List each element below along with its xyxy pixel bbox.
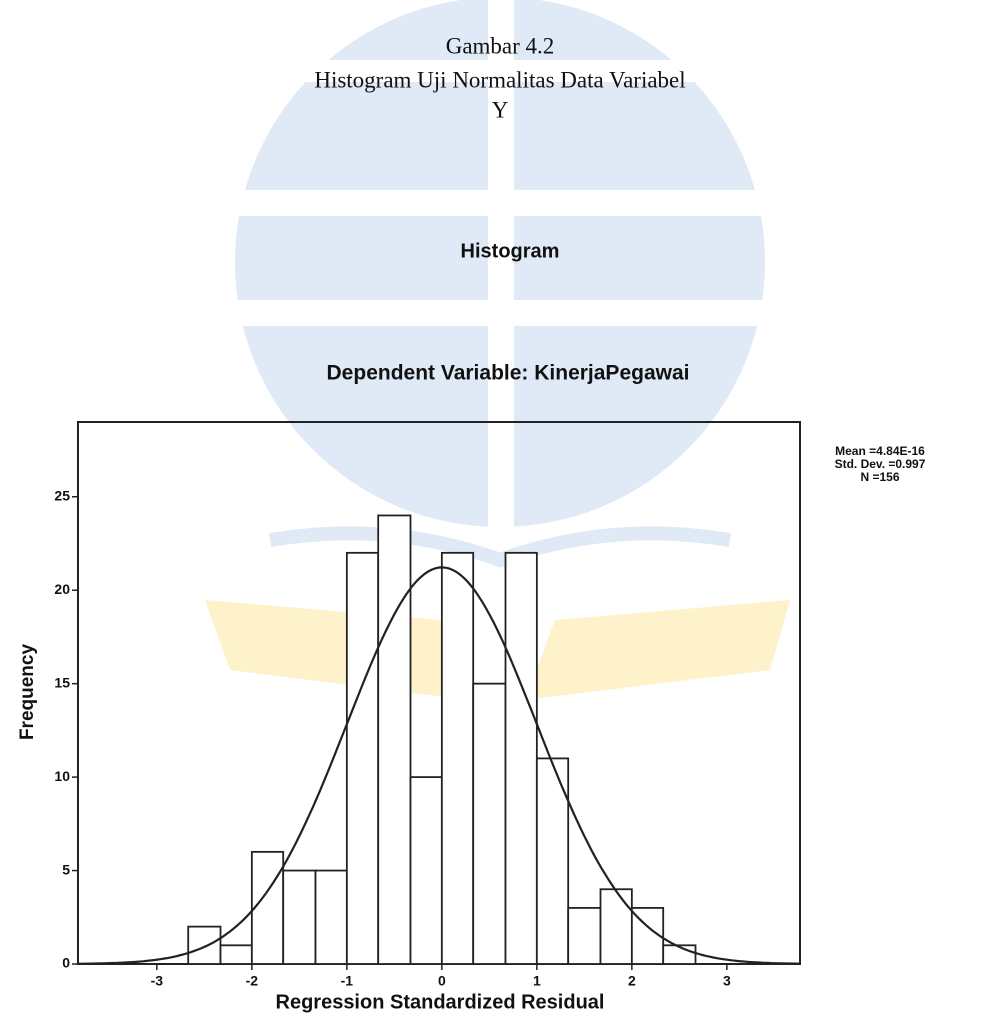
bar <box>440 551 475 965</box>
bar <box>535 757 570 965</box>
x-axis-label: Regression Standardized Residual <box>276 991 605 1013</box>
bar <box>662 944 697 965</box>
normal-curve <box>77 566 801 965</box>
y-tick-label: 20 <box>54 581 70 597</box>
bar <box>472 682 507 965</box>
bar <box>282 869 317 965</box>
bar <box>314 869 348 965</box>
bar <box>504 551 538 965</box>
y-tick-label: 25 <box>54 487 70 503</box>
x-tick-label: -2 <box>246 973 259 989</box>
x-tick-label: 0 <box>438 973 446 989</box>
chart-subtitle: Dependent Variable: KinerjaPegawai <box>327 362 690 385</box>
bar <box>567 907 602 965</box>
bar <box>409 776 443 965</box>
y-tick-label: 0 <box>62 955 70 971</box>
x-tick-label: -3 <box>151 973 164 989</box>
bar <box>377 514 412 965</box>
caption-line: Y <box>492 97 509 122</box>
bar <box>187 925 222 965</box>
x-tick-label: 1 <box>533 973 541 989</box>
caption-line: Gambar 4.2 <box>446 33 555 58</box>
stat-label: Std. Dev. =0.997 <box>835 457 926 471</box>
x-tick-label: 3 <box>723 973 731 989</box>
y-tick-label: 15 <box>54 674 70 690</box>
stat-label: N =156 <box>860 470 899 484</box>
y-tick-label: 10 <box>54 768 70 784</box>
bar <box>599 888 633 965</box>
bar <box>219 944 253 965</box>
y-tick-label: 5 <box>62 861 70 877</box>
bar <box>250 850 285 965</box>
chart-title: Histogram <box>461 240 560 262</box>
x-tick-label: -1 <box>341 973 354 989</box>
stat-label: Mean =4.84E-16 <box>835 444 925 458</box>
bar <box>345 551 380 965</box>
y-axis-label: Frequency <box>17 644 38 741</box>
caption-line: Histogram Uji Normalitas Data Variabel <box>314 67 685 92</box>
x-tick-label: 2 <box>628 973 636 989</box>
